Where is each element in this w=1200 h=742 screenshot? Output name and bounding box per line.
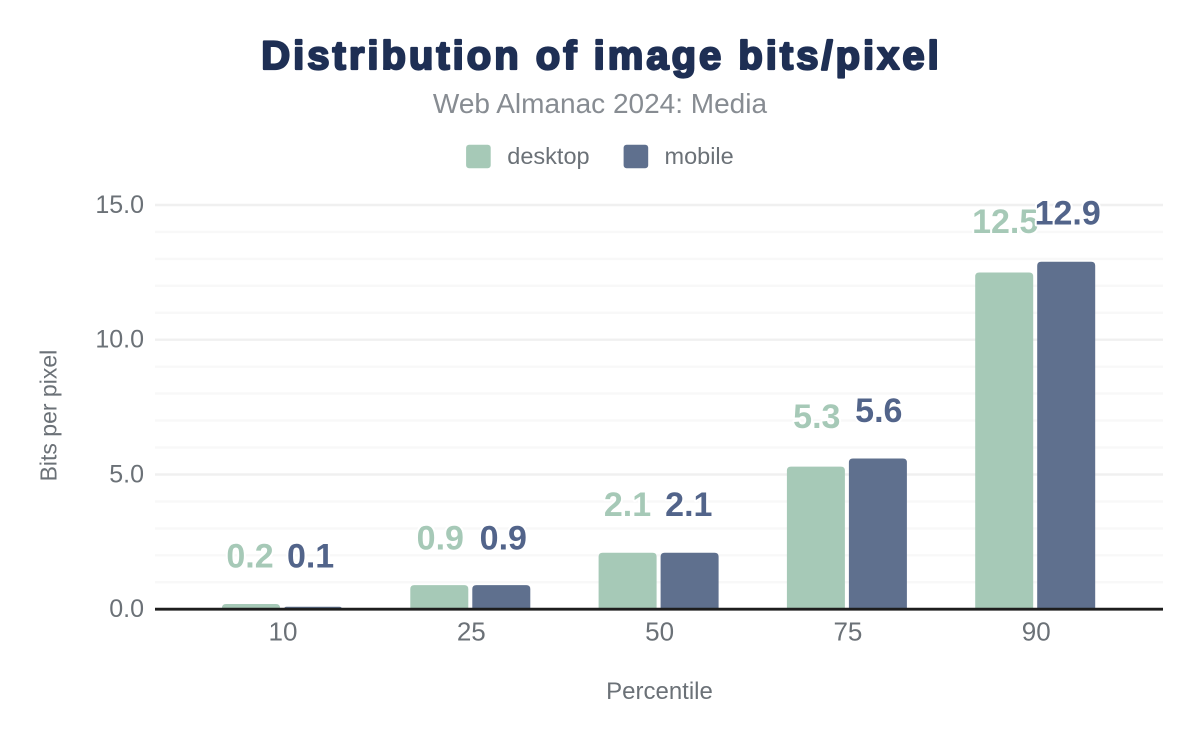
- svg-text:0.0: 0.0: [109, 595, 144, 623]
- svg-text:5.3: 5.3: [793, 398, 840, 436]
- svg-text:15.0: 15.0: [95, 191, 144, 219]
- svg-text:75: 75: [833, 617, 862, 647]
- svg-text:5.6: 5.6: [855, 392, 902, 430]
- svg-text:Percentile: Percentile: [606, 678, 713, 705]
- svg-text:12.5: 12.5: [972, 203, 1038, 241]
- svg-text:0.9: 0.9: [480, 520, 527, 558]
- svg-text:10.0: 10.0: [95, 326, 144, 354]
- svg-text:Web Almanac 2024: Media: Web Almanac 2024: Media: [433, 88, 768, 119]
- svg-text:0.2: 0.2: [226, 537, 273, 575]
- svg-text:0.1: 0.1: [287, 537, 334, 575]
- svg-text:2.1: 2.1: [604, 486, 651, 524]
- svg-text:mobile: mobile: [665, 143, 734, 169]
- svg-text:Bits per pixel: Bits per pixel: [36, 350, 62, 482]
- svg-text:Distribution of image bits/pix: Distribution of image bits/pixel: [261, 34, 942, 78]
- svg-text:90: 90: [1022, 617, 1051, 647]
- svg-text:5.0: 5.0: [109, 461, 144, 489]
- svg-text:10: 10: [269, 617, 298, 647]
- svg-text:2.1: 2.1: [665, 486, 712, 524]
- svg-text:0.9: 0.9: [417, 520, 464, 558]
- svg-text:desktop: desktop: [507, 143, 589, 169]
- svg-text:25: 25: [457, 617, 486, 647]
- svg-text:50: 50: [645, 617, 674, 647]
- svg-text:12.9: 12.9: [1035, 195, 1101, 233]
